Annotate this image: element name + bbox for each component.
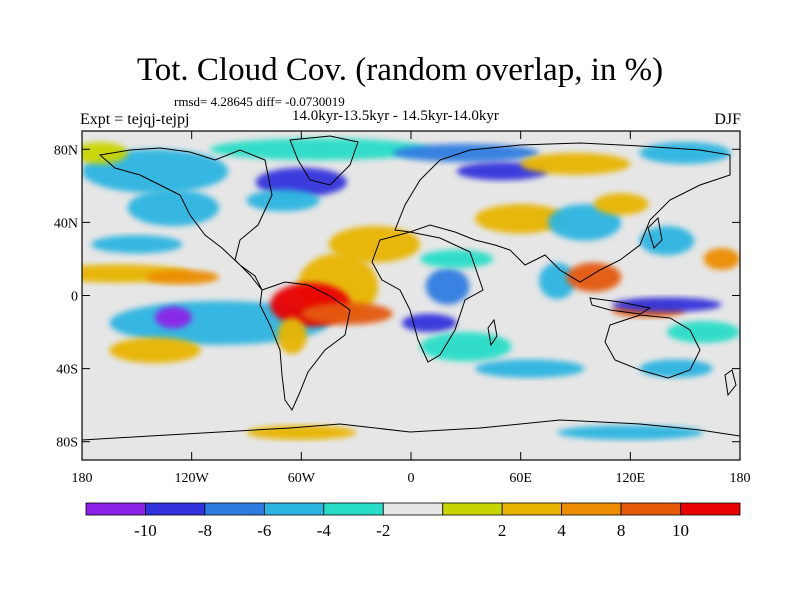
x-tick-label: 180 [730,471,751,486]
season-label: DJF [714,111,741,128]
x-tick-label: 120W [175,471,210,486]
anomaly-region [425,268,470,305]
anomaly-region [277,317,307,354]
x-tick-label: 120E [616,471,646,486]
colorbar-swatch [323,502,384,516]
colorbar-label: 10 [672,521,689,540]
colorbar-label: -2 [376,521,390,540]
coast-australia [604,314,701,379]
coast-eurasia [394,142,731,283]
colorbar-swatch [263,502,325,516]
anomaly-region [145,269,220,285]
coast-greenland [289,135,359,186]
colorbar-label: -10 [134,521,157,540]
coast-madagascar [487,318,498,347]
colorbar-swatch [85,502,146,516]
anomaly-region [703,247,740,270]
anomaly-region [557,425,704,440]
anomaly-region [548,204,622,241]
anomaly-region [593,193,649,216]
coast-south-america [259,281,351,412]
coast-indonesia [589,297,652,315]
stats-text: rmsd= 4.28645 diff= -0.0730019 [174,94,345,109]
anomaly-region [209,138,430,161]
anomaly-region [474,359,585,378]
anomaly-region [246,189,320,212]
colorbar-swatch [680,502,741,516]
x-tick-label: 60W [288,471,316,486]
x-tick-label: 180 [72,471,93,486]
colorbar-label: 2 [498,521,507,540]
coast-japan [647,216,663,249]
y-tick-label: 40N [54,216,78,231]
experiment-label: Expt = tejqj-tejpj [80,111,190,128]
colorbar-label: -6 [257,521,271,540]
anomaly-region [474,204,567,234]
period-text: 14.0kyr-13.5kyr - 14.5kyr-14.0kyr [292,108,499,124]
colorbar-swatch [501,502,563,516]
anomaly-region [612,297,722,312]
colorbar-swatch [382,502,444,516]
y-tick-label: 40S [56,363,78,378]
anomaly-region [155,306,192,329]
x-tick-label: 60E [509,471,532,486]
colorbar-label: 4 [557,521,566,540]
colorbar-label: 8 [617,521,626,540]
coast-new-zealand [724,369,737,397]
colorbar-label: -4 [317,521,332,540]
anomaly-region [109,337,201,364]
anomaly-region [301,302,393,325]
colorbar-swatch [561,502,622,516]
anomaly-region [639,359,713,378]
anomaly-region [420,332,512,362]
anomaly-region [392,143,539,163]
anomaly-region [566,262,622,292]
colorbar-label: -8 [198,521,212,540]
anomaly-region [520,152,631,175]
anomaly-region [401,313,457,333]
colorbar: -10 -8 -6 -4 -2 2 4 8 10 [85,502,741,540]
anomaly-region [91,235,183,254]
y-tick-label: 80N [54,143,78,158]
anomaly-region [538,262,576,300]
anomaly-field [82,138,740,440]
x-axis: 180 120W 60W 0 60E 120E 180 [72,131,751,486]
anomaly-region [255,167,348,197]
anomaly-region [639,226,695,256]
coast-antarctica [82,419,740,441]
anomaly-region [127,189,220,227]
x-tick-label: 0 [408,471,415,486]
y-tick-label: 80S [56,436,78,451]
coast-north-america [98,147,273,291]
colorbar-swatch [620,502,681,516]
plot-title: Tot. Cloud Cov. (random overlap, in %) [136,52,664,88]
anomaly-region [420,249,494,269]
y-tick-label: 0 [71,290,78,305]
coast-africa [371,231,484,363]
anomaly-region [666,321,740,344]
continent-outlines [82,135,740,441]
anomaly-region [82,141,128,164]
colorbar-swatch [442,502,503,516]
colorbar-swatch [145,502,206,516]
y-axis: 80N 40N 0 40S 80S [54,143,740,451]
colorbar-swatch [204,502,265,516]
